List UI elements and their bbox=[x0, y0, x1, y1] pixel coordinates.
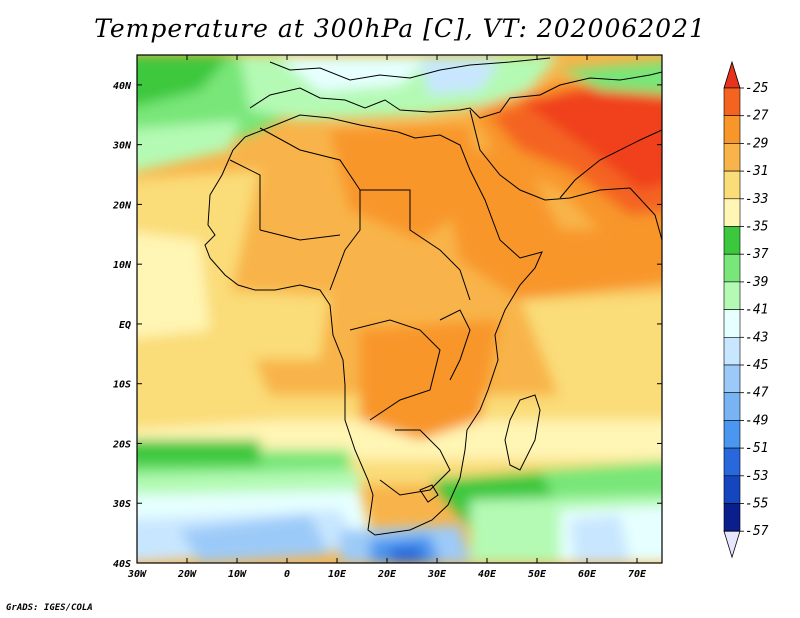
lon-label: 50E bbox=[528, 569, 547, 580]
colorbar-label: -43 bbox=[745, 330, 768, 345]
colorbar-box bbox=[723, 392, 741, 421]
colorbar-label: -29 bbox=[745, 136, 768, 151]
lat-label: EQ bbox=[119, 320, 131, 331]
colorbar-label: -33 bbox=[745, 192, 768, 207]
colorbar-label: -55 bbox=[745, 497, 769, 512]
lat-label: 30S bbox=[112, 499, 131, 510]
lat-label: 10N bbox=[113, 260, 132, 271]
lon-label: 0 bbox=[284, 569, 290, 580]
lon-label: 30W bbox=[127, 569, 147, 580]
colorbar-label: -25 bbox=[745, 81, 769, 96]
colorbar-box bbox=[723, 115, 741, 144]
colorbar-label: -39 bbox=[745, 275, 768, 290]
colorbar-box bbox=[723, 87, 741, 117]
lon-label: 10E bbox=[328, 569, 347, 580]
colorbar-box bbox=[723, 281, 741, 310]
grads-credit: GrADS: IGES/COLA bbox=[6, 603, 93, 613]
lon-label: 40E bbox=[478, 569, 497, 580]
lat-label: 10S bbox=[113, 380, 131, 391]
colorbar-box bbox=[723, 420, 741, 449]
colorbar-over-arrow bbox=[723, 60, 741, 89]
lon-label: 60E bbox=[578, 569, 597, 580]
colorbar-box bbox=[723, 198, 741, 227]
map-frame bbox=[136, 54, 663, 564]
colorbar-label: -27 bbox=[745, 109, 769, 124]
lat-label: 40N bbox=[113, 81, 132, 92]
temperature-field bbox=[137, 55, 662, 563]
colorbar-label: -31 bbox=[745, 164, 768, 179]
colorbar-label: -57 bbox=[745, 524, 769, 539]
lat-label: 20S bbox=[112, 439, 131, 450]
colorbar-label: -53 bbox=[745, 469, 768, 484]
colorbar-box bbox=[723, 226, 741, 255]
colorbar-label: -51 bbox=[745, 441, 768, 456]
lat-label: 30N bbox=[112, 141, 132, 152]
lon-label: 10W bbox=[228, 569, 247, 580]
latitude-labels: 40N 30N 20N 10N EQ 10S 20S 30S 40S bbox=[112, 81, 132, 570]
coastlines bbox=[204, 57, 662, 536]
lat-label: 20N bbox=[112, 200, 132, 211]
colorbar: -25 -27 -29 -31 -33 -35 -37 -39 -41 -43 -45 -47 -49 -… bbox=[723, 60, 769, 559]
longitude-labels: 30W 20W 10W 0 10E 20E 30E 40E 50E 60E 70E bbox=[127, 569, 647, 580]
colorbar-box bbox=[723, 143, 741, 172]
colorbar-label: -35 bbox=[745, 220, 769, 235]
colorbar-label: -47 bbox=[745, 386, 769, 401]
lon-label: 30E bbox=[427, 569, 447, 580]
colorbar-box bbox=[723, 309, 741, 338]
frame-ticks bbox=[136, 55, 662, 564]
colorbar-box bbox=[723, 503, 741, 532]
colorbar-box bbox=[723, 447, 741, 477]
colorbar-label: -41 bbox=[745, 303, 768, 318]
lat-label: 40S bbox=[113, 559, 131, 570]
lon-label: 70E bbox=[628, 569, 647, 580]
colorbar-label: -49 bbox=[745, 413, 768, 428]
colorbar-box bbox=[723, 253, 741, 283]
colorbar-box bbox=[723, 364, 741, 394]
lon-label: 20W bbox=[177, 569, 197, 580]
colorbar-label: -37 bbox=[745, 247, 769, 262]
colorbar-label: -45 bbox=[745, 358, 769, 373]
colorbar-under-arrow bbox=[723, 530, 741, 559]
colorbar-box bbox=[723, 475, 741, 504]
map-title: Temperature at 300hPa [C], VT: 202006202… bbox=[94, 14, 706, 43]
colorbar-box bbox=[723, 336, 741, 366]
lon-label: 20E bbox=[377, 569, 397, 580]
colorbar-box bbox=[723, 170, 741, 200]
